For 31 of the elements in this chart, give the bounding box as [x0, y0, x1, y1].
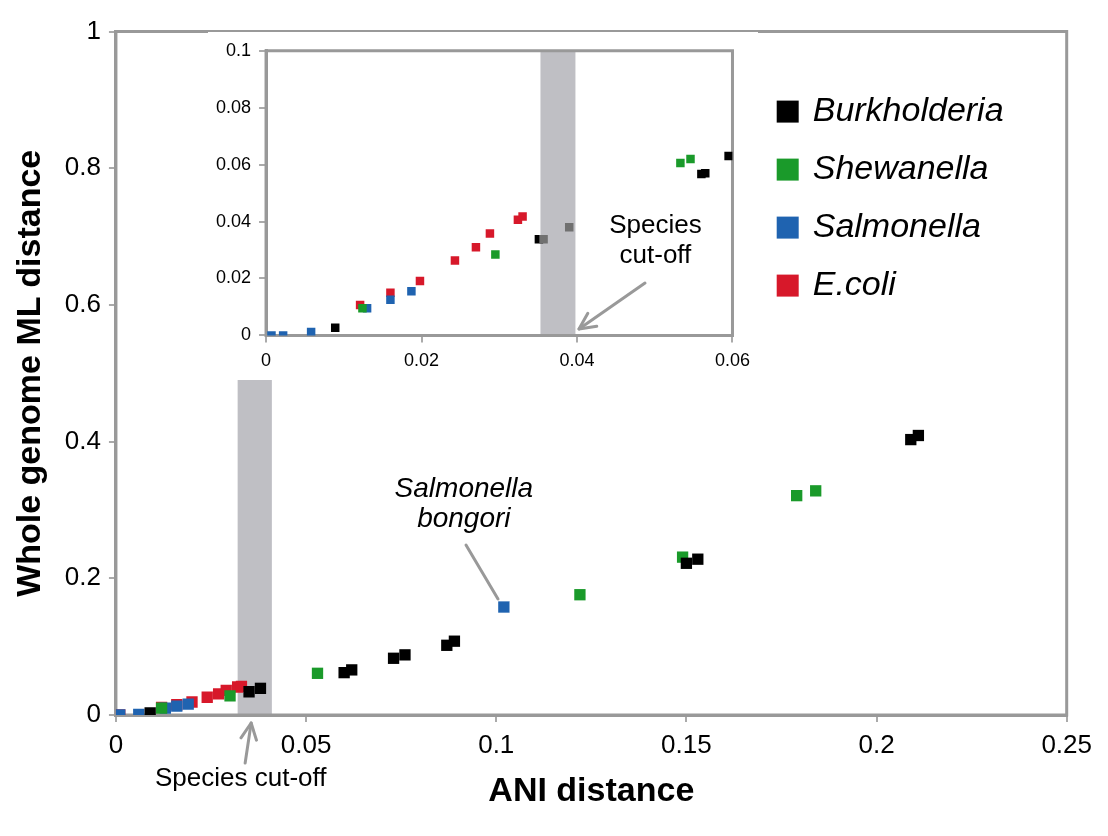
- y-tick-label: 0.04: [215, 210, 252, 231]
- band-label: Species cut-off: [609, 208, 702, 269]
- y-tick-label: 0.08: [215, 96, 252, 117]
- y-tick-label: 0.8: [64, 151, 101, 182]
- x-tick-label: 0.04: [559, 350, 595, 371]
- x-tick-label: 0: [108, 728, 124, 759]
- y-tick-label: 0: [86, 698, 101, 729]
- x-tick-label: 0.25: [1041, 728, 1092, 759]
- legend-label: Shewanella: [812, 148, 989, 187]
- legend-label: Burkholderia: [812, 90, 1004, 129]
- x-axis-title: ANI distance: [488, 769, 695, 808]
- x-tick-label: 0.02: [403, 350, 440, 371]
- legend-label: Salmonella: [812, 206, 981, 245]
- x-tick-label: 0.05: [280, 728, 332, 759]
- y-axis-title: Whole genome ML distance: [8, 149, 47, 597]
- y-tick-label: 0.2: [64, 561, 101, 592]
- y-tick-label: 0.4: [64, 424, 101, 455]
- y-tick-label: 0: [241, 324, 252, 345]
- y-tick-label: 0.02: [215, 267, 252, 288]
- annotation: Salmonella bongori: [394, 471, 534, 533]
- x-tick-label: 0.15: [661, 728, 712, 759]
- y-tick-label: 0.6: [64, 288, 101, 319]
- band-label: Species cut-off: [155, 762, 328, 793]
- x-tick-label: 0.2: [858, 728, 895, 759]
- y-tick-label: 0.1: [226, 39, 252, 60]
- legend-label: E.coli: [812, 264, 898, 303]
- y-tick-label: 1: [86, 14, 101, 45]
- x-tick-label: 0.1: [478, 728, 515, 759]
- y-tick-label: 0.06: [215, 153, 252, 174]
- x-tick-label: 0: [261, 350, 272, 371]
- x-tick-label: 0.06: [714, 350, 751, 371]
